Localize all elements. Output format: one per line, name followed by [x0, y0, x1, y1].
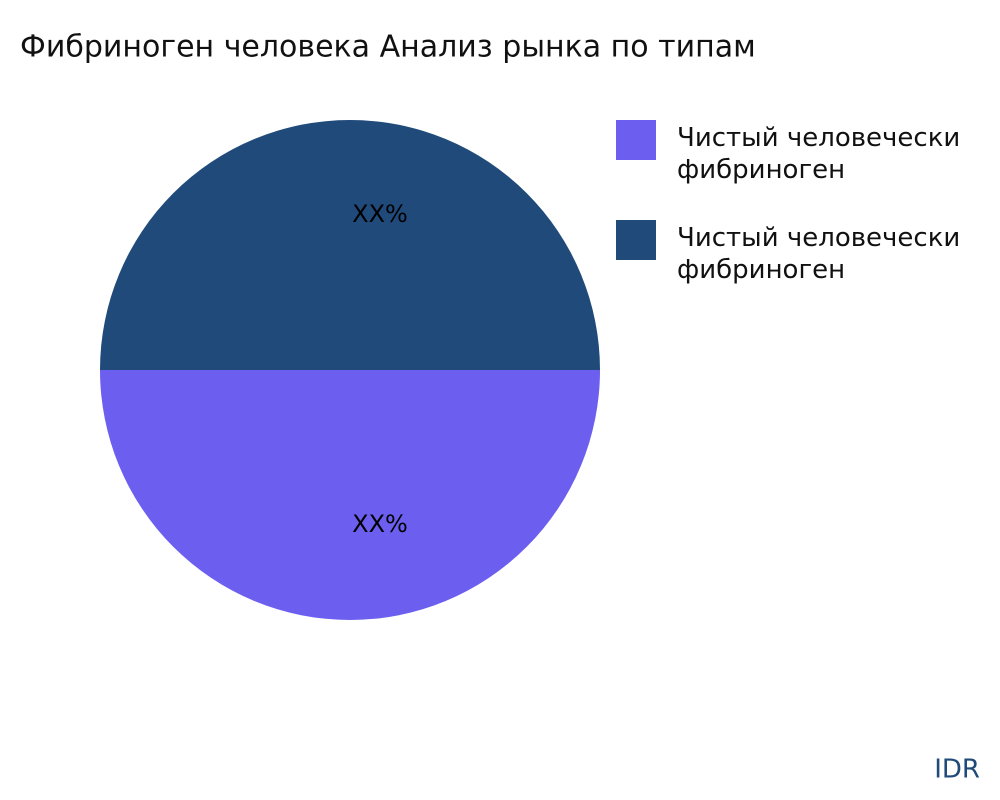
watermark: IDR: [934, 755, 980, 785]
legend-label: Чистый человечески фибриноген: [677, 223, 961, 285]
legend-swatch: [616, 220, 656, 260]
legend-swatch: [616, 120, 656, 160]
chart-title: Фибриноген человека Анализ рынка по типа…: [20, 30, 756, 65]
slice-label: XX%: [352, 510, 408, 538]
legend-label: Чистый человечески фибриноген: [677, 123, 961, 185]
slice-label: XX%: [352, 200, 408, 228]
pie-slice: [100, 120, 600, 370]
pie-slice: [100, 370, 600, 620]
